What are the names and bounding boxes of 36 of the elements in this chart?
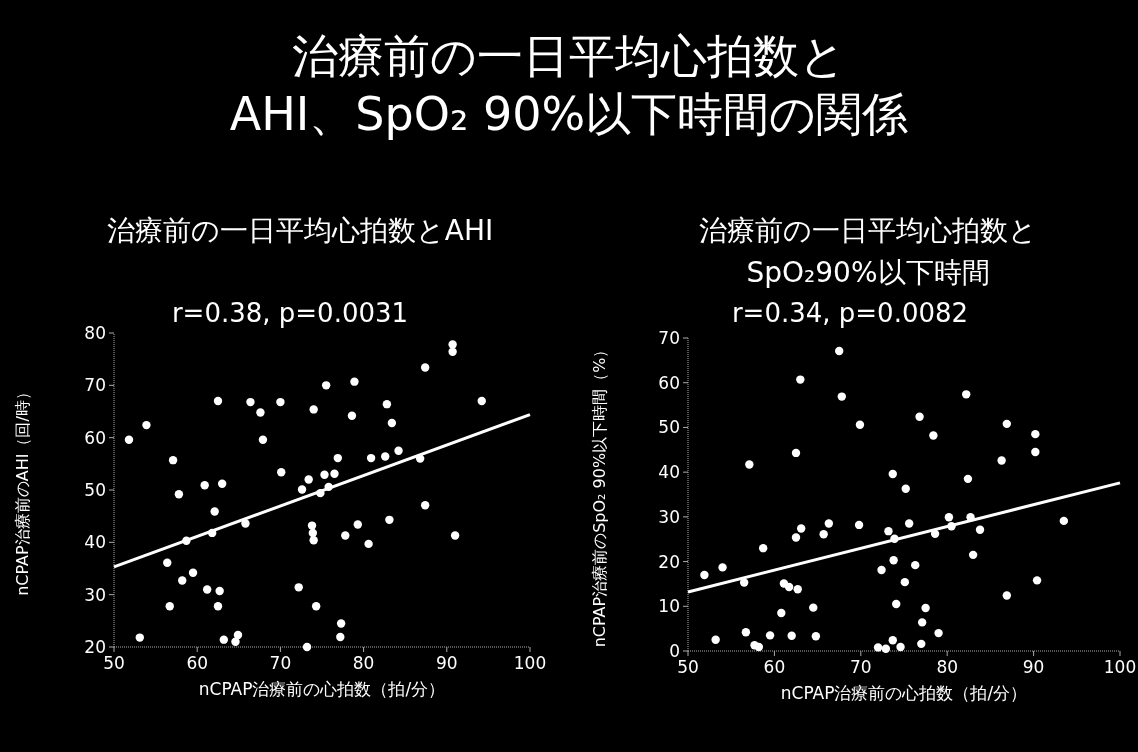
y-tick-label: 60 — [658, 372, 680, 393]
y-tick-label: 30 — [84, 584, 106, 605]
x-tick-label: 80 — [352, 653, 375, 673]
x-tick-label: 70 — [269, 653, 292, 673]
x-tick-label: 100 — [1103, 657, 1137, 677]
x-tick-label: 90 — [435, 653, 458, 673]
x-tick-label: 60 — [763, 657, 786, 677]
x-tick-label: 70 — [849, 657, 872, 677]
y-tick-label: 50 — [84, 479, 106, 500]
y-tick-label: 0 — [669, 640, 680, 661]
y-tick-label: 50 — [658, 417, 680, 438]
x-tick-label: 50 — [103, 653, 125, 673]
y-tick-label: 80 — [84, 322, 106, 343]
y-tick-label: 30 — [658, 506, 680, 527]
y-tick-label: 70 — [84, 375, 106, 396]
text: r=0.34, p=0.0082 — [731, 298, 969, 328]
chart-title: 治療前の一日平均心拍数と AHI、SpO₂ 90%以下時間の関係 — [229, 29, 909, 141]
y-tick-label: 10 — [658, 596, 680, 617]
y-axis-title: nCPAP治療前のSpO₂ 90%以下時間（%） — [590, 341, 609, 648]
y-tick-label: 60 — [84, 427, 106, 448]
y-tick-label: 40 — [84, 532, 106, 553]
x-axis-title: nCPAP治療前の心拍数（拍/分） — [198, 679, 446, 699]
x-tick-label: 90 — [1022, 657, 1045, 677]
x-tick-label: 60 — [186, 653, 209, 673]
x-axis-title: nCPAP治療前の心拍数（拍/分） — [780, 683, 1028, 703]
y-tick-label: 40 — [658, 462, 680, 483]
y-tick-label: 70 — [658, 327, 680, 348]
x-tick-label: 80 — [936, 657, 959, 677]
y-tick-label: 20 — [658, 551, 680, 572]
x-tick-label: 100 — [513, 653, 547, 673]
chart-subtitle: 治療前の一日平均心拍数と SpO₂90%以下時間 — [699, 214, 1037, 289]
y-tick-label: 20 — [84, 636, 106, 657]
text: r=0.38, p=0.0031 — [171, 298, 409, 328]
y-axis-title: nCPAP治療前のAHI（回/時） — [13, 384, 32, 596]
chart-subtitle: 治療前の一日平均心拍数とAHI — [106, 214, 494, 247]
x-tick-label: 50 — [677, 657, 699, 677]
